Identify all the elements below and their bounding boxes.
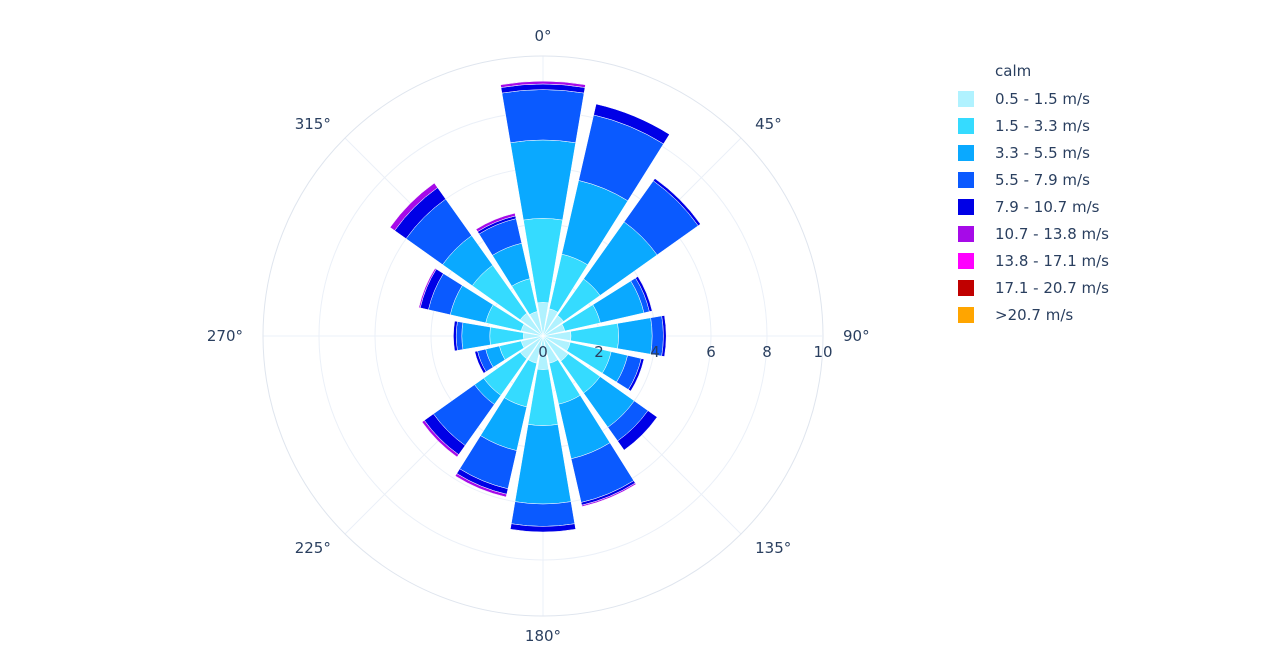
legend-swatch <box>958 225 974 242</box>
legend-swatch <box>958 252 974 269</box>
legend-label: 3.3 - 5.5 m/s <box>995 143 1090 162</box>
bar-segment <box>461 322 491 350</box>
bar-segment <box>510 139 576 221</box>
bar-segment <box>514 424 572 505</box>
legend-swatch <box>958 117 974 134</box>
bar-segment <box>501 89 585 144</box>
bar-segment <box>453 320 458 352</box>
bar-segment <box>510 523 576 533</box>
bar-segment <box>418 267 437 309</box>
bar-segment <box>500 81 586 88</box>
radial-tick-label: 10 <box>813 343 832 361</box>
legend-label: 10.7 - 13.8 m/s <box>995 224 1109 243</box>
angular-tick-label: 225° <box>295 539 331 557</box>
legend-label: 17.1 - 20.7 m/s <box>995 278 1109 297</box>
bar-segment <box>617 410 658 451</box>
radial-tick-label: 4 <box>650 343 660 361</box>
legend-label: 0.5 - 1.5 m/s <box>995 89 1090 108</box>
legend-title: calm <box>995 62 1032 80</box>
legend-label: >20.7 m/s <box>995 305 1074 324</box>
bar-segment <box>389 182 438 231</box>
legend-item[interactable]: >20.7 m/s <box>955 301 1109 328</box>
legend-label: 1.5 - 3.3 m/s <box>995 116 1090 135</box>
legend-swatch <box>958 198 974 215</box>
bar-segment <box>617 317 653 355</box>
legend-item[interactable]: 3.3 - 5.5 m/s <box>955 139 1109 166</box>
legend-item[interactable]: 10.7 - 13.8 m/s <box>955 220 1109 247</box>
bar-segment <box>474 350 487 374</box>
radial-tick-label: 8 <box>762 343 772 361</box>
radial-tick-label: 6 <box>706 343 716 361</box>
legend-swatch <box>958 144 974 161</box>
angular-tick-label: 90° <box>843 327 870 345</box>
legend-item[interactable]: 17.1 - 20.7 m/s <box>955 274 1109 301</box>
angular-tick-label: 45° <box>755 115 782 133</box>
bar-segment <box>475 212 516 232</box>
legend-swatch <box>958 306 974 323</box>
bar-segment <box>635 276 653 312</box>
angular-tick-label: 270° <box>207 327 243 345</box>
bar-segment <box>628 358 645 392</box>
bar-segment <box>510 501 576 527</box>
legend-label: 7.9 - 10.7 m/s <box>995 197 1100 216</box>
angular-tick-label: 315° <box>295 115 331 133</box>
bar-segment <box>454 473 508 498</box>
legend-item[interactable]: 13.8 - 17.1 m/s <box>955 247 1109 274</box>
angular-tick-label: 180° <box>525 627 561 645</box>
legend-label: 5.5 - 7.9 m/s <box>995 170 1090 189</box>
polar-bars <box>389 81 701 533</box>
legend-item[interactable]: 1.5 - 3.3 m/s <box>955 112 1109 139</box>
radial-tick-label: 2 <box>594 343 604 361</box>
legend-swatch <box>958 90 974 107</box>
bar-segment <box>455 321 464 351</box>
bar-segment <box>421 419 460 458</box>
radial-tick-label: 0 <box>538 343 548 361</box>
legend-item[interactable]: 5.5 - 7.9 m/s <box>955 166 1109 193</box>
bar-segment <box>593 103 670 145</box>
bar-segment <box>661 315 667 357</box>
bar-segment <box>652 178 701 227</box>
legend-swatch <box>958 171 974 188</box>
bar-segment <box>581 482 637 507</box>
legend-swatch <box>958 279 974 296</box>
angular-tick-label: 135° <box>755 539 791 557</box>
legend-label: 13.8 - 17.1 m/s <box>995 251 1109 270</box>
legend-item[interactable]: 0.5 - 1.5 m/s <box>955 85 1109 112</box>
angular-tick-label: 0° <box>534 27 551 45</box>
legend: calm 0.5 - 1.5 m/s 1.5 - 3.3 m/s 3.3 - 5.5… <box>955 58 1109 328</box>
legend-item[interactable]: 7.9 - 10.7 m/s <box>955 193 1109 220</box>
axis-ticks: 0 2 4 6 8 10 0° 45° 90° 135° 180° 225° 270° 315° <box>207 27 870 645</box>
